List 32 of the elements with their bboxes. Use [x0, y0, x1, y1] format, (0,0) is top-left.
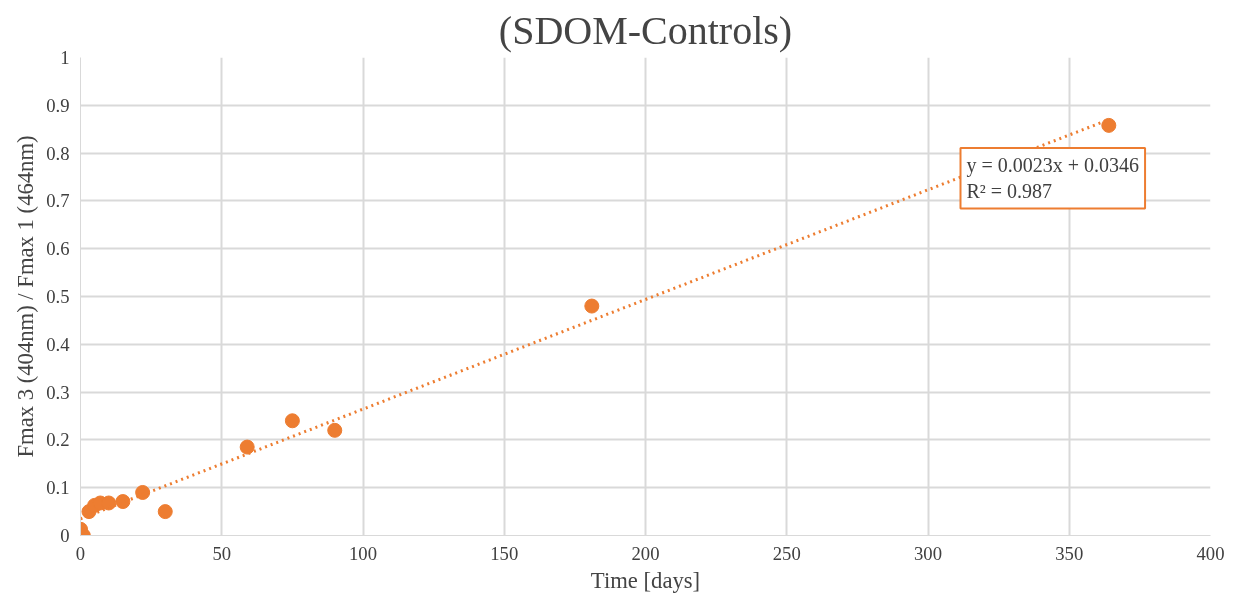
- x-tick-label: 300: [914, 542, 942, 564]
- point: [327, 422, 343, 438]
- y-tick-label: 0.5: [46, 286, 70, 307]
- x-tick-label: 250: [772, 542, 801, 564]
- x-tick-label: 200: [631, 542, 660, 564]
- y-tick-label: 0.2: [46, 429, 70, 451]
- point: [157, 504, 173, 520]
- point: [584, 298, 600, 314]
- y-axis-title: Fmax 3 (404nm) / Fmax 1 (464nm): [13, 135, 39, 458]
- point: [115, 494, 131, 510]
- y-tick-label: 0.8: [46, 142, 70, 164]
- annotation: y = 0.0023x + 0.0346 R² = 0.987: [966, 154, 1140, 203]
- point: [135, 484, 151, 500]
- y-tick-label: 0: [60, 525, 70, 546]
- y-tick-label: 1: [60, 47, 70, 68]
- y-tick-label: 0.9: [46, 94, 70, 116]
- point: [239, 439, 255, 455]
- y-tick-label: 0.3: [46, 381, 70, 403]
- x-tick-label: 150: [490, 542, 519, 564]
- x-tick-label: 100: [349, 542, 377, 564]
- y-tick-label: 0.6: [46, 238, 70, 260]
- x-tick-label: 50: [212, 542, 232, 564]
- chart-title: (SDOM-Controls): [498, 7, 793, 53]
- y-tick-label: 0.4: [46, 333, 71, 355]
- x-tick-label: 0: [75, 542, 86, 564]
- x-tick-label: 350: [1055, 542, 1084, 564]
- x-tick-label: 400: [1196, 542, 1225, 564]
- x-axis-title: Time [days]: [590, 567, 701, 593]
- point: [284, 413, 300, 429]
- y-tick-label: 0.1: [46, 477, 70, 499]
- y-tick-label: 0.7: [46, 190, 70, 212]
- point: [1101, 117, 1117, 133]
